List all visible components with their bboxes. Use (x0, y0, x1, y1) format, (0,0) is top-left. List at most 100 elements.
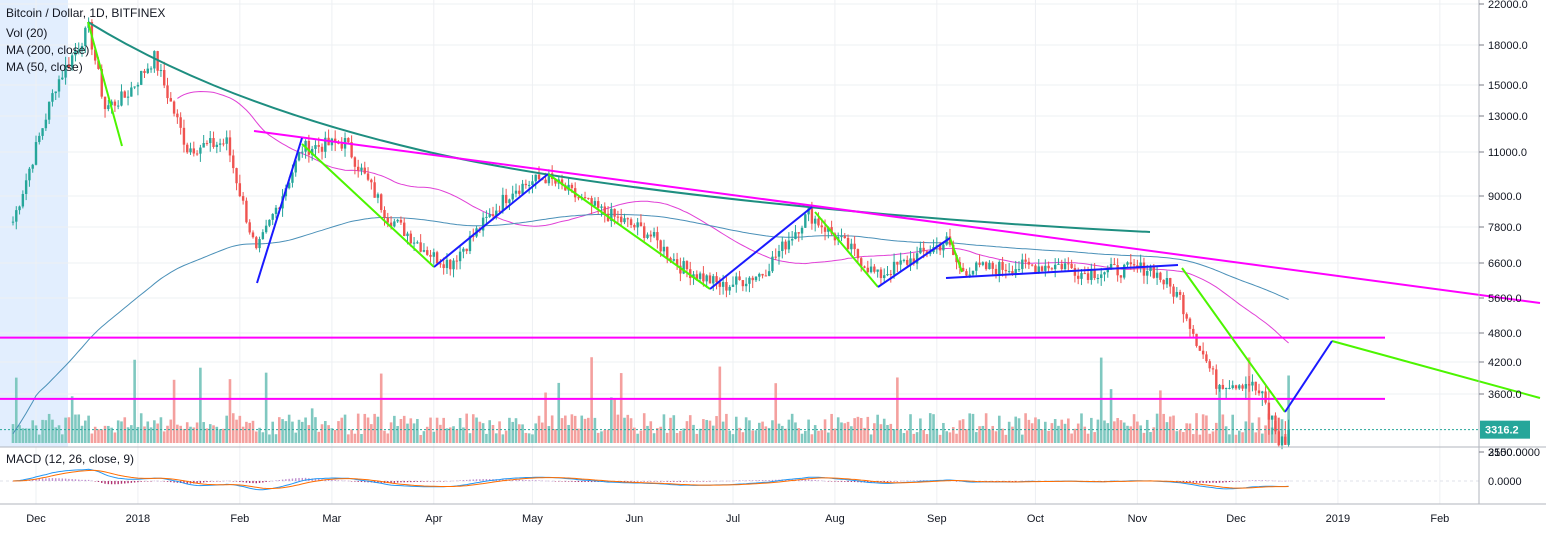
candle-body (790, 239, 794, 241)
candle-body (1060, 263, 1063, 270)
macd-hist-bar (1222, 481, 1224, 483)
candle-body (1053, 264, 1057, 270)
volume-bar (688, 415, 692, 443)
candle-body (113, 101, 117, 106)
volume-bar (603, 430, 607, 443)
volume-bar (425, 426, 429, 443)
candle-body (103, 96, 107, 110)
volume-bar (412, 423, 416, 443)
volume-bar (93, 426, 97, 443)
macd-hist-bar (916, 480, 918, 481)
candle-body (534, 174, 537, 182)
volume-bar (1139, 425, 1142, 443)
candle-body (1146, 270, 1149, 276)
candle-body (1040, 266, 1044, 271)
candle-body (172, 101, 176, 114)
swing-up-line (877, 237, 951, 288)
volume-bar (1014, 416, 1018, 443)
volume-bar (143, 426, 146, 443)
macd-hist-bar (170, 481, 172, 483)
candle-body (274, 207, 278, 214)
macd-hist-bar (844, 481, 846, 482)
macd-hist-bar (160, 480, 162, 482)
candle-body (889, 274, 892, 276)
indicator-macd[interactable]: MACD (12, 26, close, 9) (6, 452, 134, 466)
candle-body (866, 267, 869, 273)
candle-body (61, 77, 64, 80)
candle-body (116, 105, 120, 107)
swing-down-line (547, 173, 711, 290)
macd-hist-bar (699, 481, 701, 482)
time-tick-label: 2019 (1326, 513, 1350, 525)
macd-hist-bar (666, 481, 668, 482)
candle-body (682, 261, 685, 274)
macd-hist-bar (298, 477, 300, 481)
volume-bar (646, 425, 649, 443)
macd-hist-bar (327, 479, 330, 481)
volume-bar (116, 420, 120, 443)
candle-body (902, 259, 906, 261)
macd-hist-bar (1005, 481, 1007, 482)
volume-bar (1047, 430, 1050, 443)
candle-body (386, 217, 389, 223)
macd-hist-bar (235, 481, 238, 482)
volume-bar (1270, 427, 1274, 443)
candle-body (1182, 294, 1185, 315)
resistance-curve (87, 21, 1151, 233)
volume-bar (771, 420, 774, 443)
macd-hist-bar (857, 481, 859, 483)
candle-body (1169, 278, 1172, 287)
macd-hist-bar (393, 481, 396, 483)
macd-hist-bar (367, 481, 369, 483)
macd-hist-bar (166, 481, 169, 482)
candle-body (587, 197, 590, 199)
candle-body (1195, 333, 1198, 346)
macd-hist-bar (1205, 481, 1208, 483)
candle-body (511, 193, 514, 200)
volume-bar (547, 426, 551, 443)
candle-body (192, 148, 196, 154)
candle-body (186, 144, 189, 153)
volume-bar (800, 433, 804, 443)
candle-body (636, 222, 639, 228)
candle-body (564, 185, 567, 191)
macd-hist-bar (824, 480, 826, 482)
macd-hist-bar (127, 481, 129, 484)
volume-bar (1208, 433, 1211, 443)
volume-bar (301, 421, 304, 443)
candle-body (879, 269, 883, 279)
indicator-vol[interactable]: Vol (20) (6, 26, 47, 40)
candle-body (176, 113, 179, 118)
macd-hist-bar (850, 481, 853, 482)
indicator-ma50[interactable]: MA (50, close) (6, 60, 83, 74)
macd-hist-bar (301, 477, 304, 481)
macd-hist-bar (1008, 481, 1010, 482)
candle-body (1073, 268, 1077, 276)
candle-body (1100, 274, 1103, 278)
volume-bar (350, 429, 353, 443)
candle-body (472, 235, 475, 237)
macd-hist-bar (581, 481, 583, 483)
indicator-ma200[interactable]: MA (200, close) (6, 43, 89, 57)
macd-hist-bar (479, 479, 481, 481)
candle-body (356, 166, 360, 171)
volume-bar (24, 428, 28, 443)
volume-bar (97, 429, 100, 443)
macd-hist-bar (140, 481, 142, 482)
volume-bar (1136, 421, 1139, 443)
volume-bar (1159, 390, 1162, 443)
macd-hist-bar (1255, 480, 1257, 481)
candle-body (67, 65, 71, 68)
volume-bar (1188, 423, 1192, 443)
macd-hist-bar (114, 481, 116, 485)
volume-bar (981, 425, 985, 443)
macd-hist-bar (564, 481, 567, 482)
macd-hist-bar (752, 480, 754, 481)
macd-hist-bar (521, 479, 524, 481)
volume-bar (1264, 425, 1267, 443)
candle-body (166, 85, 169, 99)
volume-bar (1165, 422, 1169, 443)
volume-bar (218, 429, 222, 443)
volume-bar (120, 421, 123, 443)
